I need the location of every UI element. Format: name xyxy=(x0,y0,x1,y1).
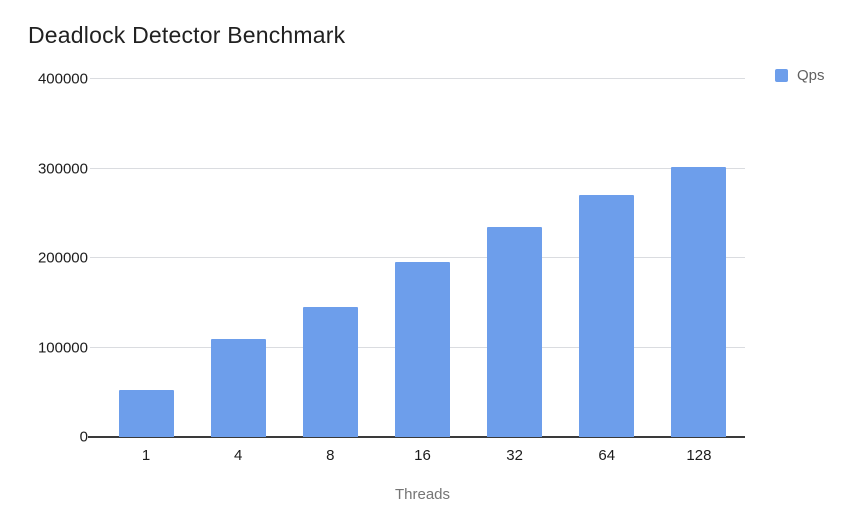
bar-threads-8 xyxy=(302,307,358,437)
chart-title: Deadlock Detector Benchmark xyxy=(28,22,346,48)
x-tick-label: 4 xyxy=(234,447,243,464)
x-tick-label: 8 xyxy=(326,447,335,464)
x-axis-line xyxy=(88,436,745,438)
y-tick-label: 300000 xyxy=(37,160,88,177)
bar-threads-32 xyxy=(487,226,543,437)
bar-threads-1 xyxy=(118,390,174,437)
y-tick-label: 100000 xyxy=(37,339,88,356)
x-tick-label: 128 xyxy=(686,447,712,464)
plot-area xyxy=(88,78,745,438)
legend-swatch-qps xyxy=(775,69,788,82)
x-tick-label: 16 xyxy=(414,447,431,464)
legend-label-qps: Qps xyxy=(797,67,825,84)
gridline xyxy=(90,78,745,79)
y-tick-label: 0 xyxy=(79,428,88,446)
bar-threads-16 xyxy=(395,262,450,437)
bar-threads-128 xyxy=(671,166,727,437)
y-tick-label: 400000 xyxy=(37,70,88,88)
x-tick-label: 32 xyxy=(506,447,523,464)
legend: Qps xyxy=(775,67,825,84)
gridline xyxy=(90,167,745,169)
y-axis-labels: 0 100000 200000 300000 400000 xyxy=(0,71,88,446)
x-tick-label: 64 xyxy=(598,447,616,464)
x-tick-label: 1 xyxy=(141,447,151,464)
gridline xyxy=(90,257,745,258)
x-axis-title: Threads xyxy=(394,486,451,503)
x-axis-labels: 1 4 8 16 32 64 128 xyxy=(100,447,745,467)
y-tick-label: 200000 xyxy=(37,249,88,267)
bar-threads-64 xyxy=(579,195,635,437)
bar-threads-4 xyxy=(210,338,266,437)
